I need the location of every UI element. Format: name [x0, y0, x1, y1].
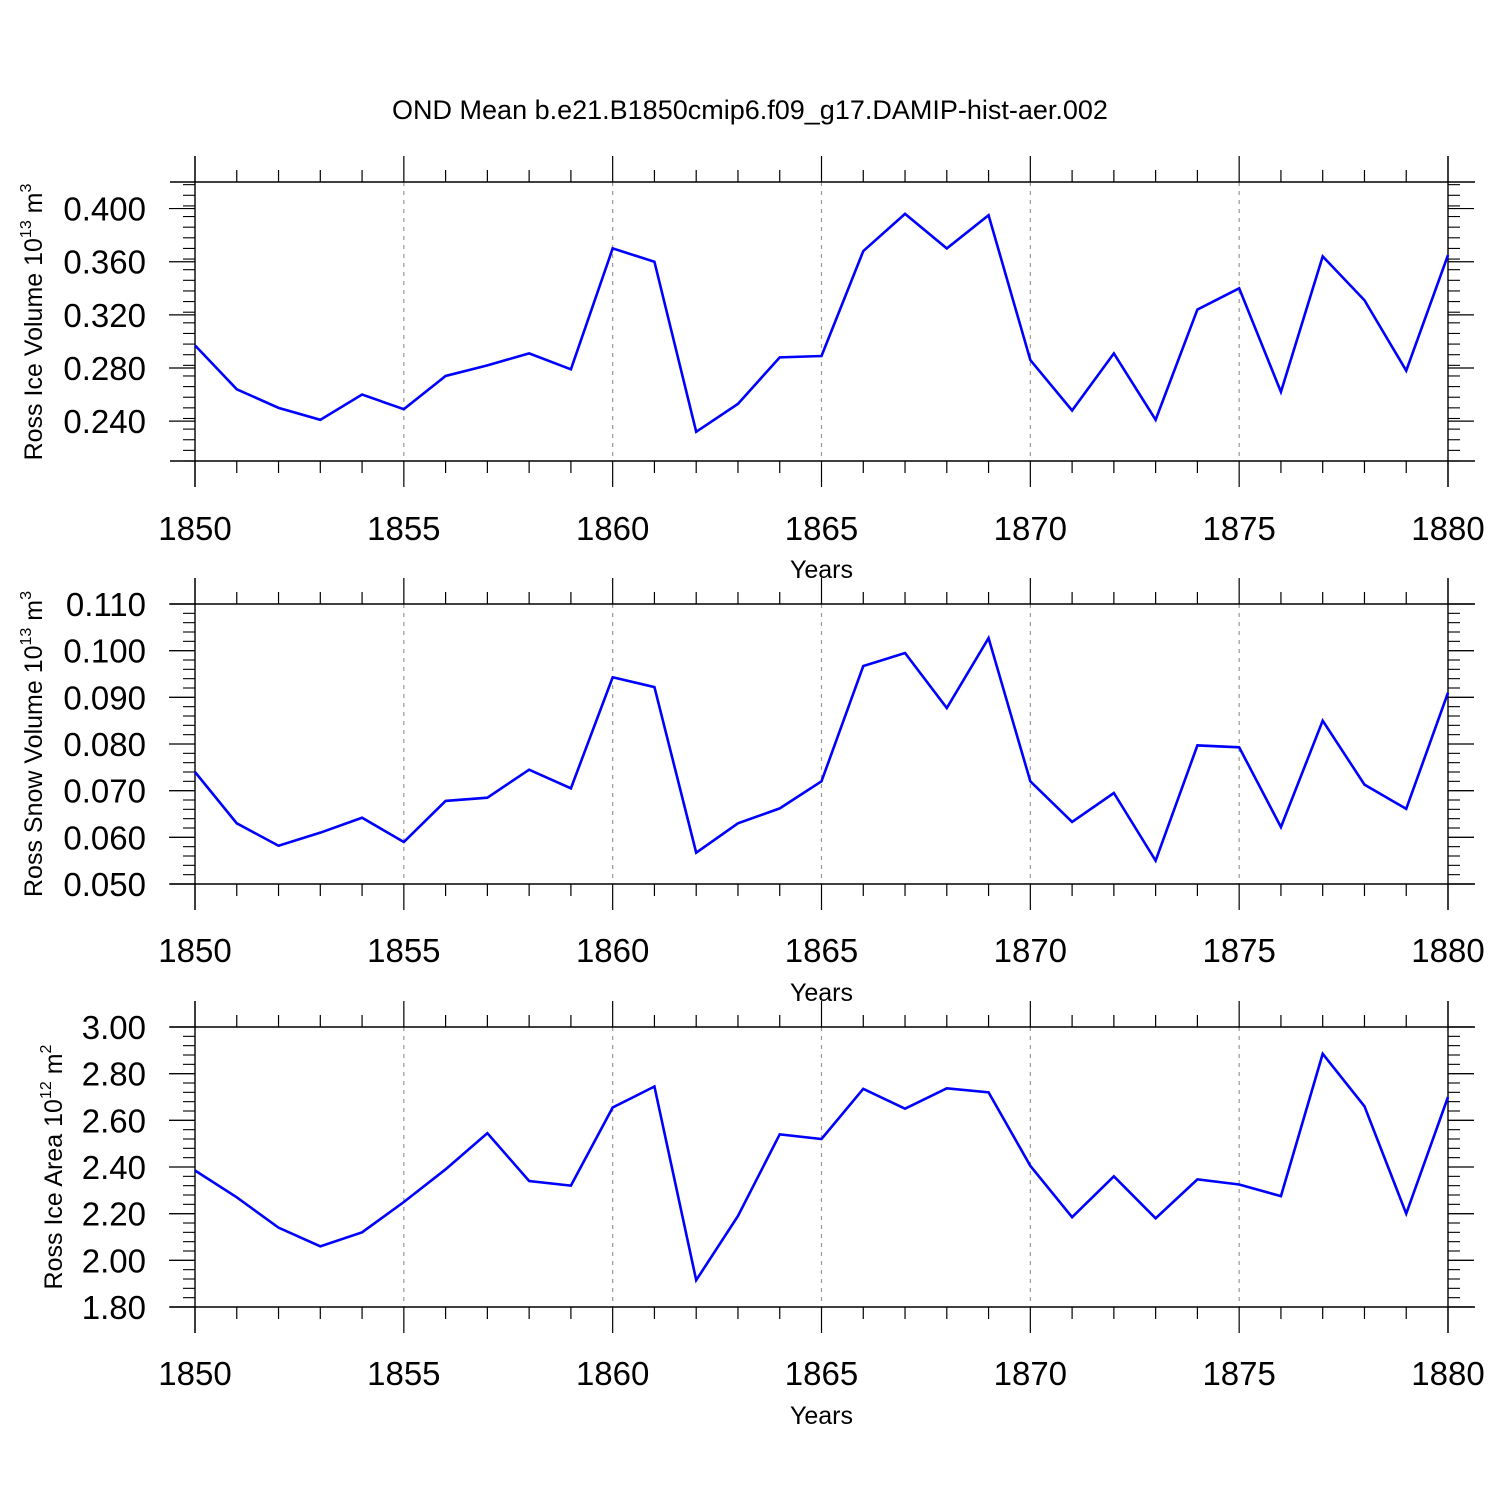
grid-lines [403, 604, 1240, 884]
y-tick-label: 3.00 [82, 1009, 146, 1046]
x-tick-label: 1880 [1411, 932, 1484, 969]
y-tick-label: 0.400 [63, 191, 146, 228]
x-tick-label: 1855 [367, 510, 440, 547]
y-tick-label: 0.320 [63, 297, 146, 334]
x-tick-label: 1875 [1202, 1355, 1275, 1392]
x-tick-label: 1875 [1202, 510, 1275, 547]
axis-ticks [169, 156, 1474, 487]
x-tick-label: 1860 [576, 510, 649, 547]
y-tick-label: 0.050 [63, 866, 146, 903]
series-ice-volume [194, 212, 1450, 434]
plot-frame [170, 578, 1475, 910]
figure-title: OND Mean b.e21.B1850cmip6.f09_g17.DAMIP-… [392, 95, 1108, 125]
y-label-exponent: 13 [18, 628, 35, 646]
x-tick-label: 1880 [1411, 1355, 1484, 1392]
series-ice-area [194, 1051, 1450, 1284]
y-axis-label: Ross Ice Volume 1013 m3 [18, 183, 48, 460]
tick-labels: 1850 1855 1860 1865 1870 1875 1880 0.050 0.060 0.… [63, 586, 1484, 969]
y-tick-label: 2.80 [82, 1056, 146, 1093]
plot-frame [170, 1001, 1475, 1333]
y-tick-label: 0.070 [63, 773, 146, 810]
x-tick-label: 1860 [576, 1355, 649, 1392]
tick-labels: 1850 1855 1860 1865 1870 1875 1880 0.240 0.280 0.… [63, 191, 1484, 547]
panel-snow-volume: 1850 1855 1860 1865 1870 1875 1880 0.050 0.060 0.… [18, 578, 1485, 1007]
series-snow-volume [193, 634, 1450, 864]
y-label-main: Ross Ice Volume 10 [20, 238, 48, 460]
y-tick-label: 2.00 [82, 1242, 146, 1279]
x-axis-label: Years [790, 1402, 853, 1430]
x-tick-label: 1870 [994, 1355, 1067, 1392]
y-label-exponent: 12 [38, 1081, 55, 1099]
y-label-main: Ross Ice Area 10 [40, 1099, 68, 1289]
y-tick-label: 0.110 [66, 586, 146, 623]
y-label-exponent: 13 [18, 220, 35, 238]
y-label-unit: m [40, 1053, 68, 1081]
y-tick-label: 0.360 [63, 244, 146, 281]
y-label-unit: m [20, 600, 48, 628]
y-tick-label: 2.60 [82, 1102, 146, 1139]
y-tick-label: 2.20 [82, 1196, 146, 1233]
y-axis-label: Ross Ice Area 1012 m2 [38, 1044, 68, 1289]
x-tick-label: 1855 [367, 932, 440, 969]
y-label-unit-exponent: 3 [18, 591, 35, 600]
x-tick-label: 1865 [785, 932, 858, 969]
x-tick-label: 1860 [576, 932, 649, 969]
y-label-main: Ross Snow Volume 10 [20, 645, 48, 897]
panel-ice-volume: 1850 1855 1860 1865 1870 1875 1880 0.240 0.280 0.… [18, 156, 1485, 584]
x-tick-label: 1855 [367, 1355, 440, 1392]
y-axis-label: Ross Snow Volume 1013 m3 [18, 591, 48, 897]
tick-labels: 1850 1855 1860 1865 1870 1875 1880 1.80 2.00 2.20… [82, 1009, 1485, 1392]
x-tick-label: 1870 [994, 932, 1067, 969]
grid-lines [403, 182, 1240, 461]
y-tick-label: 0.100 [63, 633, 146, 670]
plot-frame [170, 156, 1475, 487]
y-tick-label: 0.090 [63, 679, 146, 716]
x-tick-label: 1865 [785, 510, 858, 547]
panel-ice-area: 1850 1855 1860 1865 1870 1875 1880 1.80 2.00 2.20… [38, 1001, 1485, 1430]
axis-ticks [169, 578, 1474, 910]
y-tick-label: 1.80 [82, 1289, 146, 1326]
y-tick-label: 0.240 [63, 403, 146, 440]
y-tick-label: 0.080 [63, 726, 146, 763]
y-tick-label: 0.060 [63, 819, 146, 856]
y-tick-label: 2.40 [82, 1149, 146, 1186]
x-tick-label: 1865 [785, 1355, 858, 1392]
x-tick-label: 1875 [1202, 932, 1275, 969]
x-tick-label: 1850 [158, 932, 231, 969]
y-tick-label: 0.280 [63, 350, 146, 387]
x-tick-label: 1880 [1411, 510, 1484, 547]
x-tick-label: 1870 [994, 510, 1067, 547]
grid-lines [403, 1027, 1240, 1307]
y-label-unit: m [20, 192, 48, 220]
x-tick-label: 1850 [158, 1355, 231, 1392]
y-label-unit-exponent: 2 [38, 1044, 55, 1053]
y-label-unit-exponent: 3 [18, 183, 35, 192]
x-tick-label: 1850 [158, 510, 231, 547]
